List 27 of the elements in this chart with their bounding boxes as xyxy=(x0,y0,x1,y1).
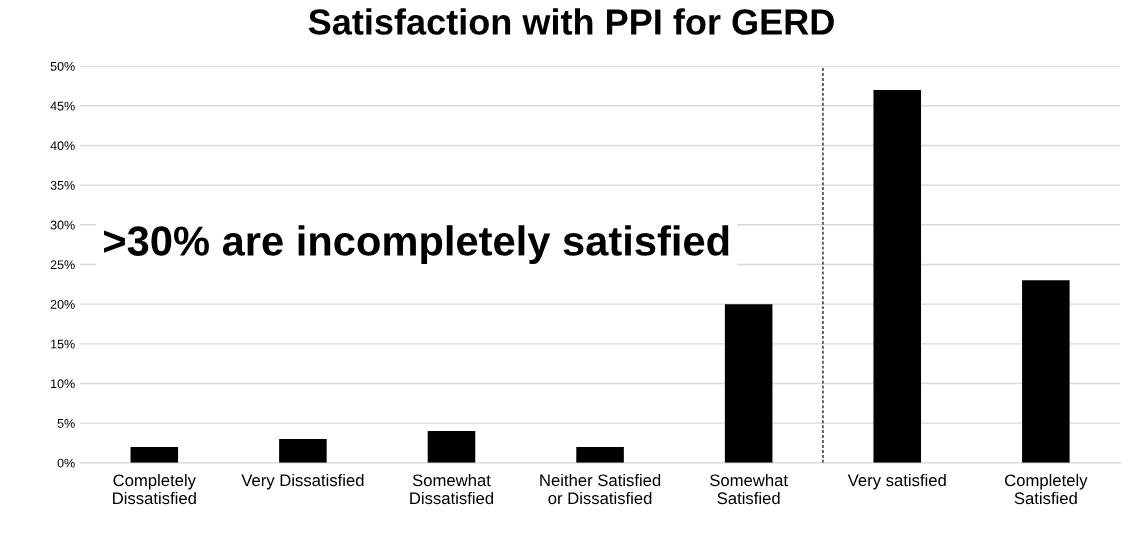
y-tick-label: 45% xyxy=(50,101,75,111)
y-tick-label: 50% xyxy=(50,61,75,71)
y-tick-label: 5% xyxy=(57,419,75,428)
chart-title: Satisfaction with PPI for GERD xyxy=(308,8,834,35)
y-tick-label: 30% xyxy=(50,220,75,230)
x-tick-label: Neither Satisfied or Dissatisfied xyxy=(540,473,661,505)
y-tick-label: 15% xyxy=(51,339,75,349)
y-tick-label: 25% xyxy=(50,260,75,270)
bar xyxy=(1022,280,1070,463)
bar xyxy=(576,446,624,463)
y-tick-label: 40% xyxy=(50,141,75,151)
x-tick-label: Very satisfied xyxy=(847,473,946,490)
x-tick-label: Completely Dissatisfied xyxy=(113,473,196,505)
bar xyxy=(279,439,327,463)
annotation: >30% are incompletely satisfied xyxy=(104,225,729,265)
x-tick-label: Somewhat Dissatisfied xyxy=(410,473,494,505)
y-tick-label: 10% xyxy=(51,379,75,389)
bar xyxy=(427,431,476,463)
bar xyxy=(130,446,179,463)
x-tick-label: Completely Satisfied xyxy=(1005,473,1088,505)
y-tick-label: 0% xyxy=(57,458,75,468)
x-tick-label: Somewhat Satisfied xyxy=(710,473,788,505)
y-tick-label: 20% xyxy=(50,299,75,309)
bar xyxy=(873,89,922,463)
y-tick-label: 35% xyxy=(50,180,75,190)
x-tick-label: Very Dissatisfied xyxy=(241,473,364,490)
bar xyxy=(724,304,773,463)
